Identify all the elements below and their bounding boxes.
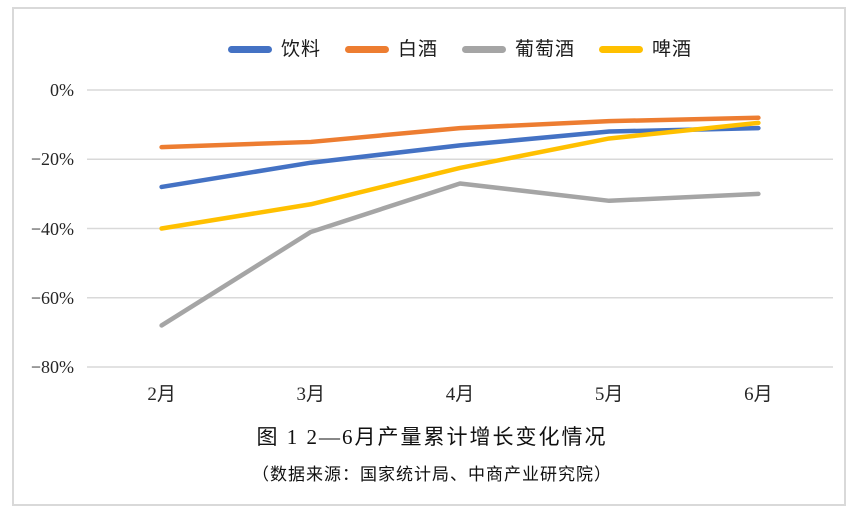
legend-swatch-icon xyxy=(344,45,389,53)
series-line-0 xyxy=(159,125,761,190)
chart-subtitle: （数据来源：国家统计局、中商产业研究院） xyxy=(252,465,612,484)
series-line-2 xyxy=(159,181,761,328)
x-tick-label: 2月 xyxy=(147,384,176,405)
chart-title: 图 1 2—6月产量累计增长变化情况 xyxy=(256,425,608,449)
y-tick-label: −20% xyxy=(30,149,74,170)
legend-swatch-icon xyxy=(227,45,272,53)
x-tick-label: 5月 xyxy=(594,384,624,405)
x-tick-label: 6月 xyxy=(744,384,773,405)
legend-label: 葡萄酒 xyxy=(515,38,576,60)
legend-item-0: 饮料 xyxy=(227,38,321,60)
legend-label: 白酒 xyxy=(397,38,438,60)
series-line-1 xyxy=(159,115,761,150)
series-line-3 xyxy=(159,120,761,231)
legend-item-3: 啤酒 xyxy=(599,40,692,59)
legend-swatch-icon xyxy=(599,45,644,53)
y-tick-label: −60% xyxy=(30,287,74,308)
y-tick-label: −40% xyxy=(30,218,74,239)
x-tick-label: 4月 xyxy=(445,384,475,405)
legend-label: 啤酒 xyxy=(652,38,693,60)
y-tick-label: 0% xyxy=(50,80,74,100)
chart-legend: 饮料 白酒 葡萄酒 啤酒 xyxy=(87,36,833,62)
x-tick-label: 3月 xyxy=(296,384,326,405)
legend-item-1: 白酒 xyxy=(344,38,438,60)
legend-item-2: 葡萄酒 xyxy=(462,40,575,59)
y-tick-label: −80% xyxy=(30,357,74,377)
legend-label: 饮料 xyxy=(280,38,321,60)
legend-swatch-icon xyxy=(462,45,506,53)
